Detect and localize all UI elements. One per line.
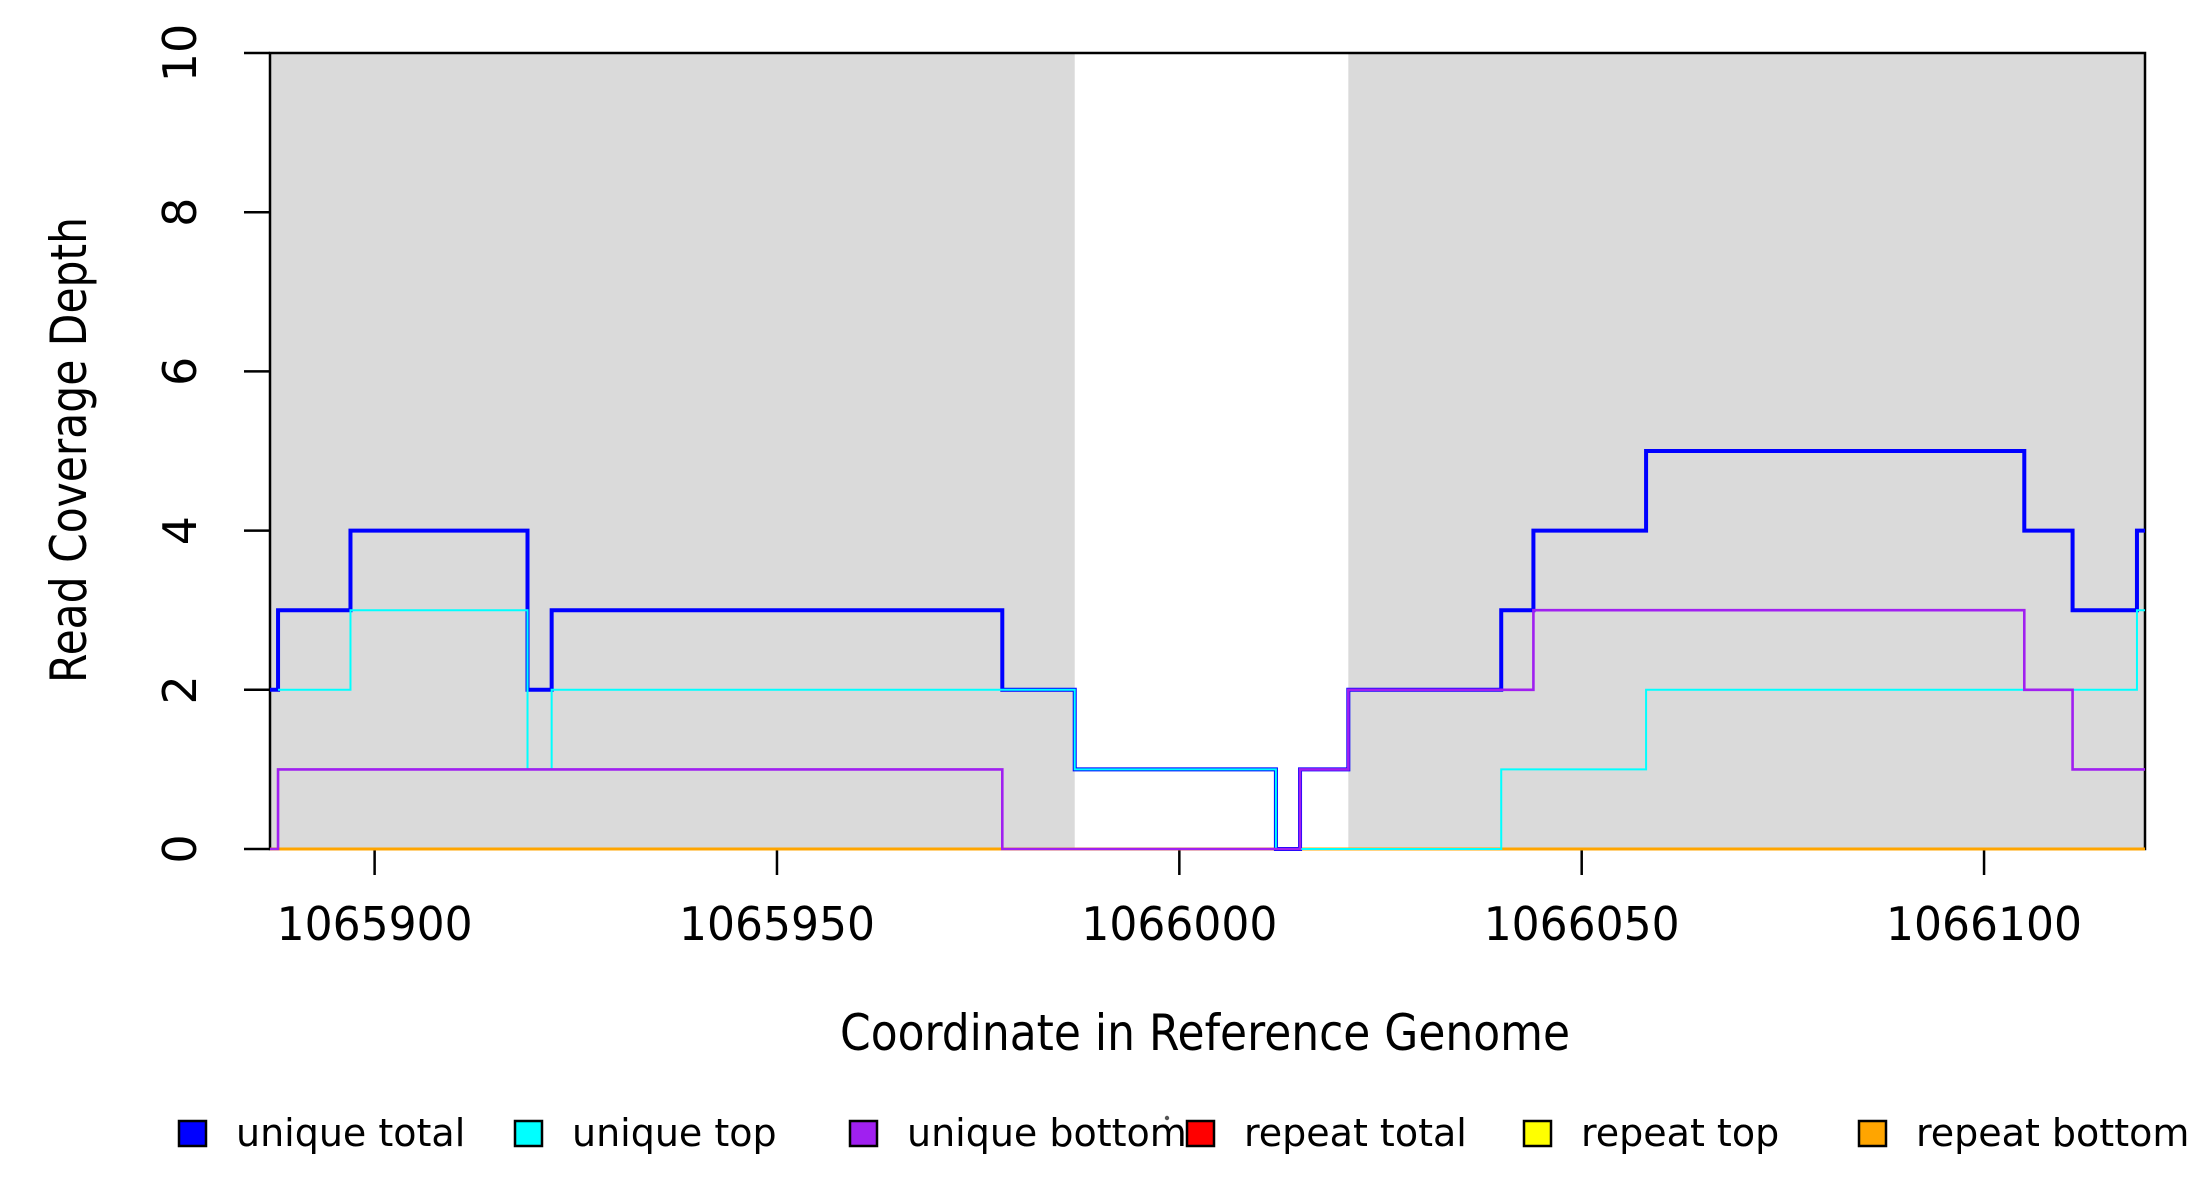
legend-swatch: [177, 1119, 208, 1148]
y-tick-label: 0: [153, 834, 207, 863]
y-tick-label: 4: [153, 516, 207, 545]
y-tick-label: 2: [153, 675, 207, 704]
series-unique-bottom: [270, 608, 2145, 851]
axis-ticks-layer: 1065900 1065950 1066000 1066050 1066100 0 2 4 6 8…: [153, 24, 2082, 951]
legend-swatch: [1522, 1119, 1553, 1148]
x-tick-label: 1065900: [277, 897, 473, 951]
legend-item-repeat-total: repeat total: [1185, 1111, 1467, 1155]
legend-label: repeat total: [1244, 1111, 1467, 1155]
y-tick-label: 6: [153, 357, 207, 386]
x-tick-label: 1065950: [679, 897, 875, 951]
legend-swatch: [848, 1119, 879, 1148]
unique-region-1: [270, 53, 1075, 849]
y-tick-label: 10: [153, 24, 207, 83]
legend-item-unique-bottom: unique bottom: [848, 1111, 1187, 1155]
legend: unique total unique top unique bottom repea…: [177, 1111, 2189, 1155]
legend-item-repeat-bottom: repeat bottom: [1857, 1111, 2189, 1155]
legend-label: unique top: [572, 1111, 777, 1155]
y-tick-label: 8: [153, 198, 207, 227]
legend-swatch: [1857, 1119, 1888, 1148]
legend-swatch: [1185, 1119, 1216, 1148]
legend-label: unique total: [236, 1111, 465, 1155]
x-axis-title: Coordinate in Reference Genome: [840, 1004, 1570, 1062]
series-lines-layer: [270, 449, 2145, 851]
legend-label: repeat bottom: [1916, 1111, 2189, 1155]
x-tick-label: 1066100: [1886, 897, 2082, 951]
stray-dot: [1164, 1115, 1170, 1121]
x-tick-label: 1066000: [1081, 897, 1277, 951]
series-unique-top: [278, 609, 2145, 850]
legend-label: repeat top: [1581, 1111, 1779, 1155]
legend-item-unique-total: unique total: [177, 1111, 465, 1155]
x-tick-label: 1066050: [1484, 897, 1680, 951]
legend-item-unique-top: unique top: [513, 1111, 777, 1155]
legend-label: unique bottom: [907, 1111, 1187, 1155]
legend-item-repeat-top: repeat top: [1522, 1111, 1779, 1155]
y-axis-title: Read Coverage Depth: [40, 217, 98, 683]
legend-swatch: [513, 1119, 544, 1148]
